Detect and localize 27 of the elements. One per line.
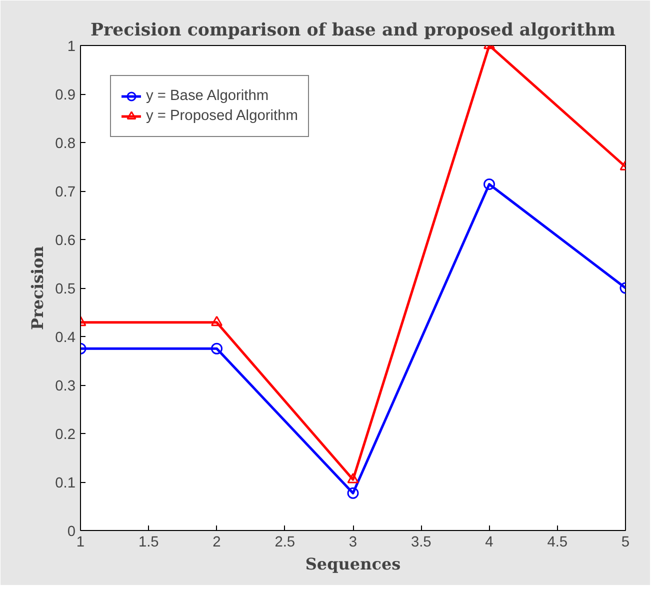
y-tick-label: 0.4 (55, 330, 76, 346)
y-tick-label: 0.6 (55, 233, 76, 249)
y-tick-label: 0.8 (55, 136, 76, 152)
x-tick-label: 2 (212, 534, 221, 550)
y-tick-label: 0.1 (55, 476, 76, 492)
y-tick-label: 0.5 (55, 282, 76, 298)
y-tick-label: 0 (67, 524, 76, 540)
chart-title: Precision comparison of base and proposed algorithm (90, 20, 616, 40)
y-tick-label: 1 (67, 39, 76, 55)
x-tick-label: 5 (621, 534, 630, 550)
x-tick-label: 4.5 (547, 534, 568, 550)
y-tick-label: 0.2 (55, 427, 76, 443)
point (484, 178, 495, 190)
x-tick-label: 2.5 (274, 534, 296, 550)
y-axis-title: Precision (28, 246, 48, 330)
y-tick-label: 0.7 (55, 184, 76, 200)
legend-label: y = Proposed Algorithm (146, 108, 298, 124)
x-tick-label: 3 (348, 534, 358, 550)
y-tick-label: 0.3 (55, 378, 76, 394)
x-tick-label: 3.5 (410, 534, 432, 550)
y-tick-label: 0.9 (55, 88, 76, 104)
point (347, 487, 359, 499)
x-axis-title: Sequences (305, 554, 401, 574)
x-tick-label: 4 (485, 534, 494, 550)
x-tick-label: 1.5 (138, 534, 159, 550)
legend-label: y = Base Algorithm (146, 88, 269, 104)
point (211, 342, 222, 354)
